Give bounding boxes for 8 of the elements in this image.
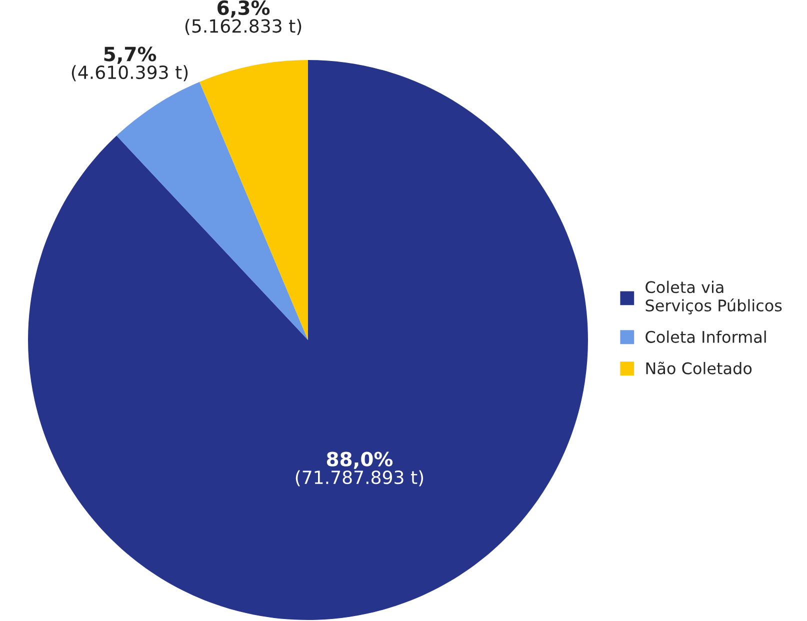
pie-slice	[116, 82, 308, 340]
legend-label: Coleta via Serviços Públicos	[646, 280, 782, 314]
data-label: 6,3% (5.162.833 t)	[185, 0, 302, 35]
data-label: 5,7% (4.610.393 t)	[72, 46, 188, 82]
legend-label: Coleta Informal	[646, 330, 766, 343]
legend-label: Não Coletado	[646, 362, 752, 374]
data-label: 88,0% (71.787.893 t)	[296, 452, 424, 486]
pie-slice	[200, 60, 308, 340]
